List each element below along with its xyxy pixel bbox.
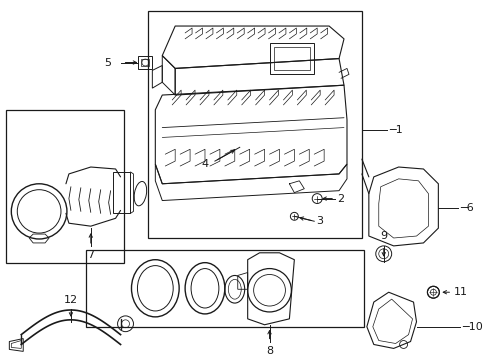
Bar [142, 59, 149, 67]
Bar [113, 172, 130, 213]
Text: 5: 5 [104, 58, 111, 68]
Text: ─1: ─1 [389, 125, 402, 135]
Text: 2: 2 [337, 194, 344, 203]
Text: ─10: ─10 [462, 322, 483, 332]
Bar [270, 43, 314, 75]
Bar [86, 250, 364, 327]
Bar [139, 55, 152, 69]
Text: 7: 7 [87, 250, 95, 260]
Text: ─6: ─6 [460, 203, 474, 213]
Text: 11: 11 [454, 287, 468, 297]
Bar [273, 47, 310, 71]
Text: 12: 12 [64, 295, 78, 305]
Bar [6, 110, 123, 263]
Text: 4: 4 [201, 159, 209, 169]
Text: 8: 8 [266, 346, 273, 356]
Text: 3: 3 [316, 216, 323, 226]
Bar [148, 11, 362, 238]
Text: 9: 9 [380, 231, 387, 241]
